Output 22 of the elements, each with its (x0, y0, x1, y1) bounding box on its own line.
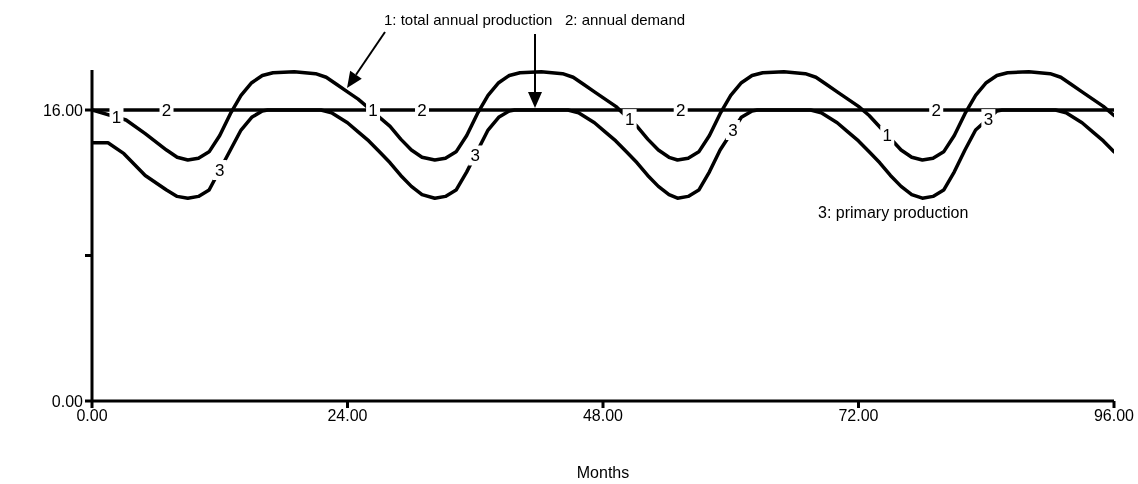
annotation: 1 (111, 108, 122, 128)
x-tick-label: 72.00 (838, 407, 879, 425)
x-tick-label: 48.00 (582, 407, 624, 425)
annotation: 2 (931, 101, 941, 121)
annotation: 3: primary production (818, 204, 969, 222)
x-tick-label: 96.00 (1093, 407, 1135, 425)
x-tick-label: 0.00 (76, 407, 108, 425)
annotation: 1 (368, 101, 378, 121)
annotation: 2 (161, 101, 172, 121)
annotation: 2 (675, 101, 686, 121)
annotation: 3 (215, 161, 225, 181)
text: 2: annual demand (565, 11, 686, 28)
annotation: 3 (470, 146, 480, 166)
x-tick-label: 24.00 (327, 407, 368, 425)
annotation: 1 (882, 126, 892, 146)
x-axis-title: Months (576, 464, 630, 481)
annotation: 3 (983, 110, 994, 130)
y-tick-label: 16.00 (42, 101, 84, 119)
annotation: 3 (728, 121, 738, 141)
text: 1: total annual production (384, 11, 553, 28)
annotation: 1 (624, 110, 635, 130)
annotation: 2 (417, 101, 427, 121)
